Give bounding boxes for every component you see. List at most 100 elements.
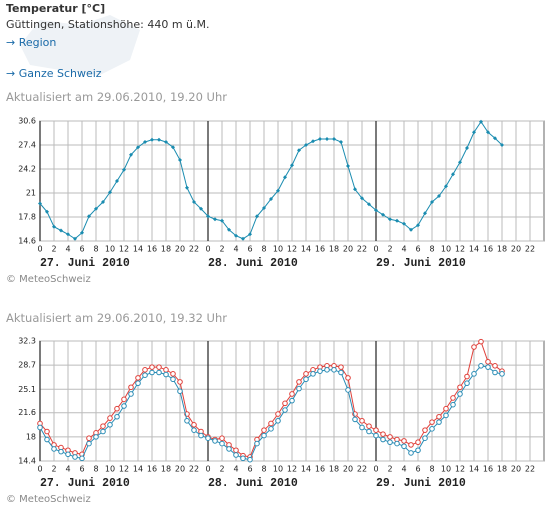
marker — [128, 384, 134, 391]
marker — [143, 140, 147, 144]
map-background — [20, 15, 140, 75]
x-tick-label: 2 — [219, 465, 224, 474]
x-tick-label: 22 — [525, 465, 535, 474]
day-label: 27. Juni 2010 — [40, 257, 130, 270]
updated: Aktualisiert am 29.06.2010, 19.32 Uhr — [6, 311, 227, 325]
marker — [395, 218, 399, 223]
marker — [171, 145, 175, 150]
marker — [465, 146, 469, 150]
marker — [451, 172, 455, 177]
y-tick-label: 14.4 — [18, 457, 36, 466]
x-tick-label: 12 — [119, 465, 129, 474]
marker — [500, 143, 504, 147]
marker — [261, 427, 267, 433]
marker — [444, 184, 448, 189]
marker — [163, 367, 169, 373]
x-tick-label: 4 — [65, 465, 70, 474]
chart: 0 2 4 6 8 10 12 14 16 18 20 22 0 2 4 6 8 10 12 14 16 18 20 22 0 2… — [18, 337, 545, 490]
day-label: 29. Juni 2010 — [376, 257, 466, 270]
marker — [170, 376, 176, 383]
marker — [58, 448, 64, 455]
day-label: 29. Juni 2010 — [376, 477, 466, 490]
marker — [458, 160, 462, 165]
y-tick-label: 30.6 — [18, 117, 36, 126]
x-tick-label: 16 — [315, 465, 325, 474]
marker — [401, 438, 407, 444]
x-tick-label: 4 — [401, 465, 406, 474]
marker — [191, 427, 197, 433]
y-tick-label: 18 — [26, 432, 36, 441]
x-tick-label: 10 — [273, 245, 283, 254]
marker — [464, 380, 470, 387]
y-tick-label: 27.4 — [18, 141, 36, 150]
marker — [150, 137, 154, 142]
marker — [422, 435, 428, 442]
marker — [387, 439, 393, 446]
marker — [156, 369, 162, 376]
x-tick-label: 22 — [189, 245, 199, 254]
x-tick-label: 20 — [175, 465, 185, 474]
marker — [100, 423, 106, 429]
credit: © MeteoSchweiz — [6, 494, 91, 505]
marker — [219, 440, 225, 447]
marker — [352, 416, 358, 423]
x-tick-label: 2 — [387, 465, 392, 474]
marker — [360, 196, 364, 201]
marker — [51, 446, 57, 452]
marker — [177, 388, 183, 395]
x-tick-label: 6 — [415, 245, 420, 254]
day-label: 27. Juni 2010 — [40, 477, 130, 490]
marker — [268, 426, 274, 432]
marker — [388, 217, 392, 222]
marker — [45, 209, 49, 214]
switzerland-link[interactable]: → Ganze Schweiz — [6, 67, 102, 80]
x-tick-label: 20 — [511, 245, 521, 254]
marker — [164, 140, 168, 144]
marker — [101, 200, 105, 204]
marker — [233, 447, 239, 454]
x-tick-label: 16 — [483, 465, 493, 474]
x-tick-label: 14 — [469, 465, 479, 474]
marker — [429, 426, 435, 432]
marker — [87, 214, 91, 219]
x-tick-label: 14 — [133, 465, 143, 474]
marker — [44, 436, 50, 443]
marker — [282, 407, 288, 413]
marker — [65, 451, 71, 458]
marker — [254, 440, 260, 447]
marker — [44, 428, 50, 435]
marker — [338, 369, 344, 376]
x-tick-label: 4 — [401, 245, 406, 254]
marker — [100, 428, 106, 435]
x-tick-label: 8 — [261, 245, 266, 254]
marker — [163, 371, 169, 378]
x-tick-label: 2 — [219, 245, 224, 254]
marker — [408, 442, 414, 448]
y-tick-label: 21.6 — [18, 408, 36, 417]
marker — [72, 454, 78, 460]
x-tick-label: 18 — [497, 465, 507, 474]
x-tick-label: 4 — [233, 465, 238, 474]
marker — [37, 424, 43, 431]
marker — [275, 417, 281, 424]
marker — [184, 417, 190, 424]
marker — [359, 424, 365, 431]
marker — [373, 427, 379, 433]
marker — [478, 338, 484, 345]
x-tick-label: 22 — [357, 245, 367, 254]
marker — [450, 395, 456, 401]
marker — [233, 452, 239, 458]
chart: 0 2 4 6 8 10 12 14 16 18 20 22 0 2 4 6 8 10 12 14 16 18 20 22 0 2… — [18, 117, 545, 270]
x-tick-label: 0 — [37, 245, 42, 254]
x-tick-label: 0 — [373, 245, 378, 254]
title: Temperatur [°C] — [6, 2, 106, 15]
marker — [353, 187, 357, 192]
marker — [114, 413, 120, 420]
region-link[interactable]: → Region — [6, 36, 57, 49]
marker — [380, 431, 386, 437]
marker — [206, 214, 210, 219]
x-tick-label: 6 — [247, 465, 252, 474]
x-tick-label: 10 — [105, 465, 115, 474]
x-tick-label: 14 — [301, 245, 311, 254]
